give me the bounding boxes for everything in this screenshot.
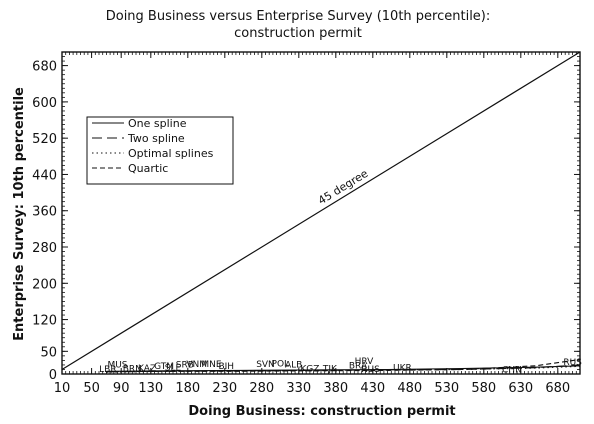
x-tick-label: 680 xyxy=(545,381,570,396)
data-point-label: KAZ xyxy=(138,364,156,374)
data-point-label: VNM xyxy=(186,360,207,370)
y-tick-label: 360 xyxy=(32,205,57,220)
data-point-label: RUS xyxy=(563,358,582,368)
y-tick-label: 120 xyxy=(32,314,57,329)
x-tick-label: 280 xyxy=(249,381,274,396)
y-axis-ticks: 0 50 120 200 280 360 440 520 600 680 xyxy=(32,56,580,383)
x-tick-label: 10 xyxy=(54,381,71,396)
x-tick-label: 180 xyxy=(175,381,200,396)
fit-lines-group xyxy=(106,358,581,373)
data-point-label: SRB xyxy=(176,361,194,371)
x-tick-label: 330 xyxy=(286,381,311,396)
x-tick-label: 430 xyxy=(360,381,385,396)
data-point-label: POL xyxy=(272,360,290,370)
legend-entry-label: One spline xyxy=(128,117,187,130)
x-tick-label: 580 xyxy=(471,381,496,396)
y-tick-label: 50 xyxy=(40,345,57,360)
chart-title: Doing Business versus Enterprise Survey … xyxy=(106,9,491,24)
reference-line-label: 45 degree xyxy=(316,167,371,207)
x-tick-label: 90 xyxy=(113,381,130,396)
legend-entry-label: Optimal splines xyxy=(128,147,214,160)
y-tick-label: 440 xyxy=(32,168,57,183)
data-point-label: RUS xyxy=(361,365,380,375)
data-point-label: TJK xyxy=(322,365,338,375)
legend-entry-label: Quartic xyxy=(128,162,168,175)
reference-line-group xyxy=(61,51,581,370)
x-tick-label: 480 xyxy=(397,381,422,396)
chart-subtitle: construction permit xyxy=(234,26,362,41)
y-axis-title: Enterprise Survey: 10th percentile xyxy=(12,87,27,341)
reference-line-45-degree xyxy=(61,51,581,370)
legend-box xyxy=(86,116,234,185)
x-tick-label: 630 xyxy=(508,381,533,396)
x-axis-ticks: 10 50 90 130 180 230 280 330 380 430 480 530 580 630 6… xyxy=(54,52,577,396)
y-tick-label: 280 xyxy=(32,241,57,256)
data-point-label: MNE xyxy=(201,360,221,370)
data-point-label: SVN xyxy=(256,360,275,370)
y-tick-label: 200 xyxy=(32,277,57,292)
y-tick-label: 680 xyxy=(32,60,57,75)
x-tick-label: 50 xyxy=(83,381,100,396)
data-point-label: KGZ xyxy=(300,364,319,374)
data-point-label: GTM xyxy=(154,362,174,372)
x-tick-label: 530 xyxy=(434,381,459,396)
data-point-label: BRN xyxy=(123,365,142,375)
data-point-label: ALB xyxy=(285,361,302,371)
y-tick-label: 0 xyxy=(49,368,57,383)
data-point-label: MUS xyxy=(107,361,127,371)
legend: One spline Two spline Optimal splines Quart… xyxy=(86,116,234,185)
data-point-label: UKR xyxy=(393,363,412,373)
data-point-label: LBR xyxy=(99,365,116,375)
x-axis-title: Doing Business: construction permit xyxy=(188,404,455,419)
data-point-label: CHN xyxy=(502,366,522,376)
x-tick-label: 130 xyxy=(138,381,163,396)
x-tick-label: 230 xyxy=(212,381,237,396)
data-point-label: SLE xyxy=(165,363,182,373)
y-tick-label: 600 xyxy=(32,96,57,111)
y-tick-label: 520 xyxy=(32,132,57,147)
data-point-label: HRV xyxy=(355,357,375,367)
data-point-label: BIH xyxy=(218,362,234,372)
data-point-label: BRA xyxy=(349,362,368,372)
fit-line-quartic xyxy=(106,358,581,373)
x-tick-label: 380 xyxy=(323,381,348,396)
legend-entry-label: Two spline xyxy=(127,132,185,145)
